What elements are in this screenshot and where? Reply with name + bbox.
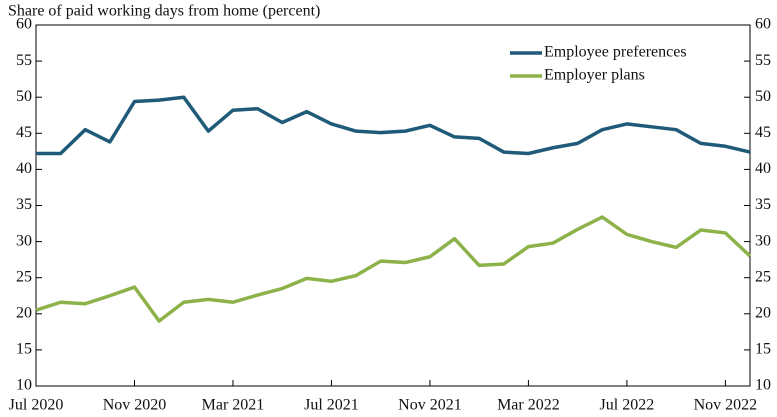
y-tick-label: 10 [16,377,32,394]
y-tick-label: 15 [16,341,32,358]
y2-tick-label: 50 [755,88,771,105]
y2-tick-label: 45 [755,124,771,141]
y2-tick-label: 55 [755,52,771,69]
x-tick-label: Nov 2020 [103,397,167,414]
y-tick-label: 50 [16,88,32,105]
legend-label: Employee preferences [544,44,687,61]
y-tick-label: 30 [16,232,32,249]
y2-tick-label: 15 [755,341,771,358]
x-tick-label: Jul 2022 [600,397,655,414]
x-tick-label: Nov 2021 [398,397,462,414]
x-tick-label: Jul 2020 [9,397,64,414]
y-tick-label: 55 [16,52,32,69]
y-tick-label: 40 [16,160,32,177]
y2-tick-label: 25 [755,268,771,285]
chart-title: Share of paid working days from home (pe… [8,3,320,20]
y2-tick-label: 40 [755,160,771,177]
y2-tick-label: 30 [755,232,771,249]
series-line [35,215,752,323]
y-tick-label: 20 [16,304,32,321]
y-tick-label: 60 [16,16,32,33]
x-tick-label: Jul 2021 [304,397,359,414]
x-tick-label: Mar 2021 [202,397,265,414]
y2-tick-label: 35 [755,196,771,213]
y-tick-label: 45 [16,124,32,141]
y-tick-label: 25 [16,268,32,285]
series-line [36,95,751,156]
y2-tick-label: 60 [755,16,771,33]
y2-tick-label: 20 [755,304,771,321]
x-tick-label: Nov 2022 [694,397,758,414]
x-tick-label: Mar 2022 [497,397,560,414]
y-tick-label: 35 [16,196,32,213]
y2-tick-label: 10 [755,377,771,394]
legend-label: Employer plans [544,67,645,84]
